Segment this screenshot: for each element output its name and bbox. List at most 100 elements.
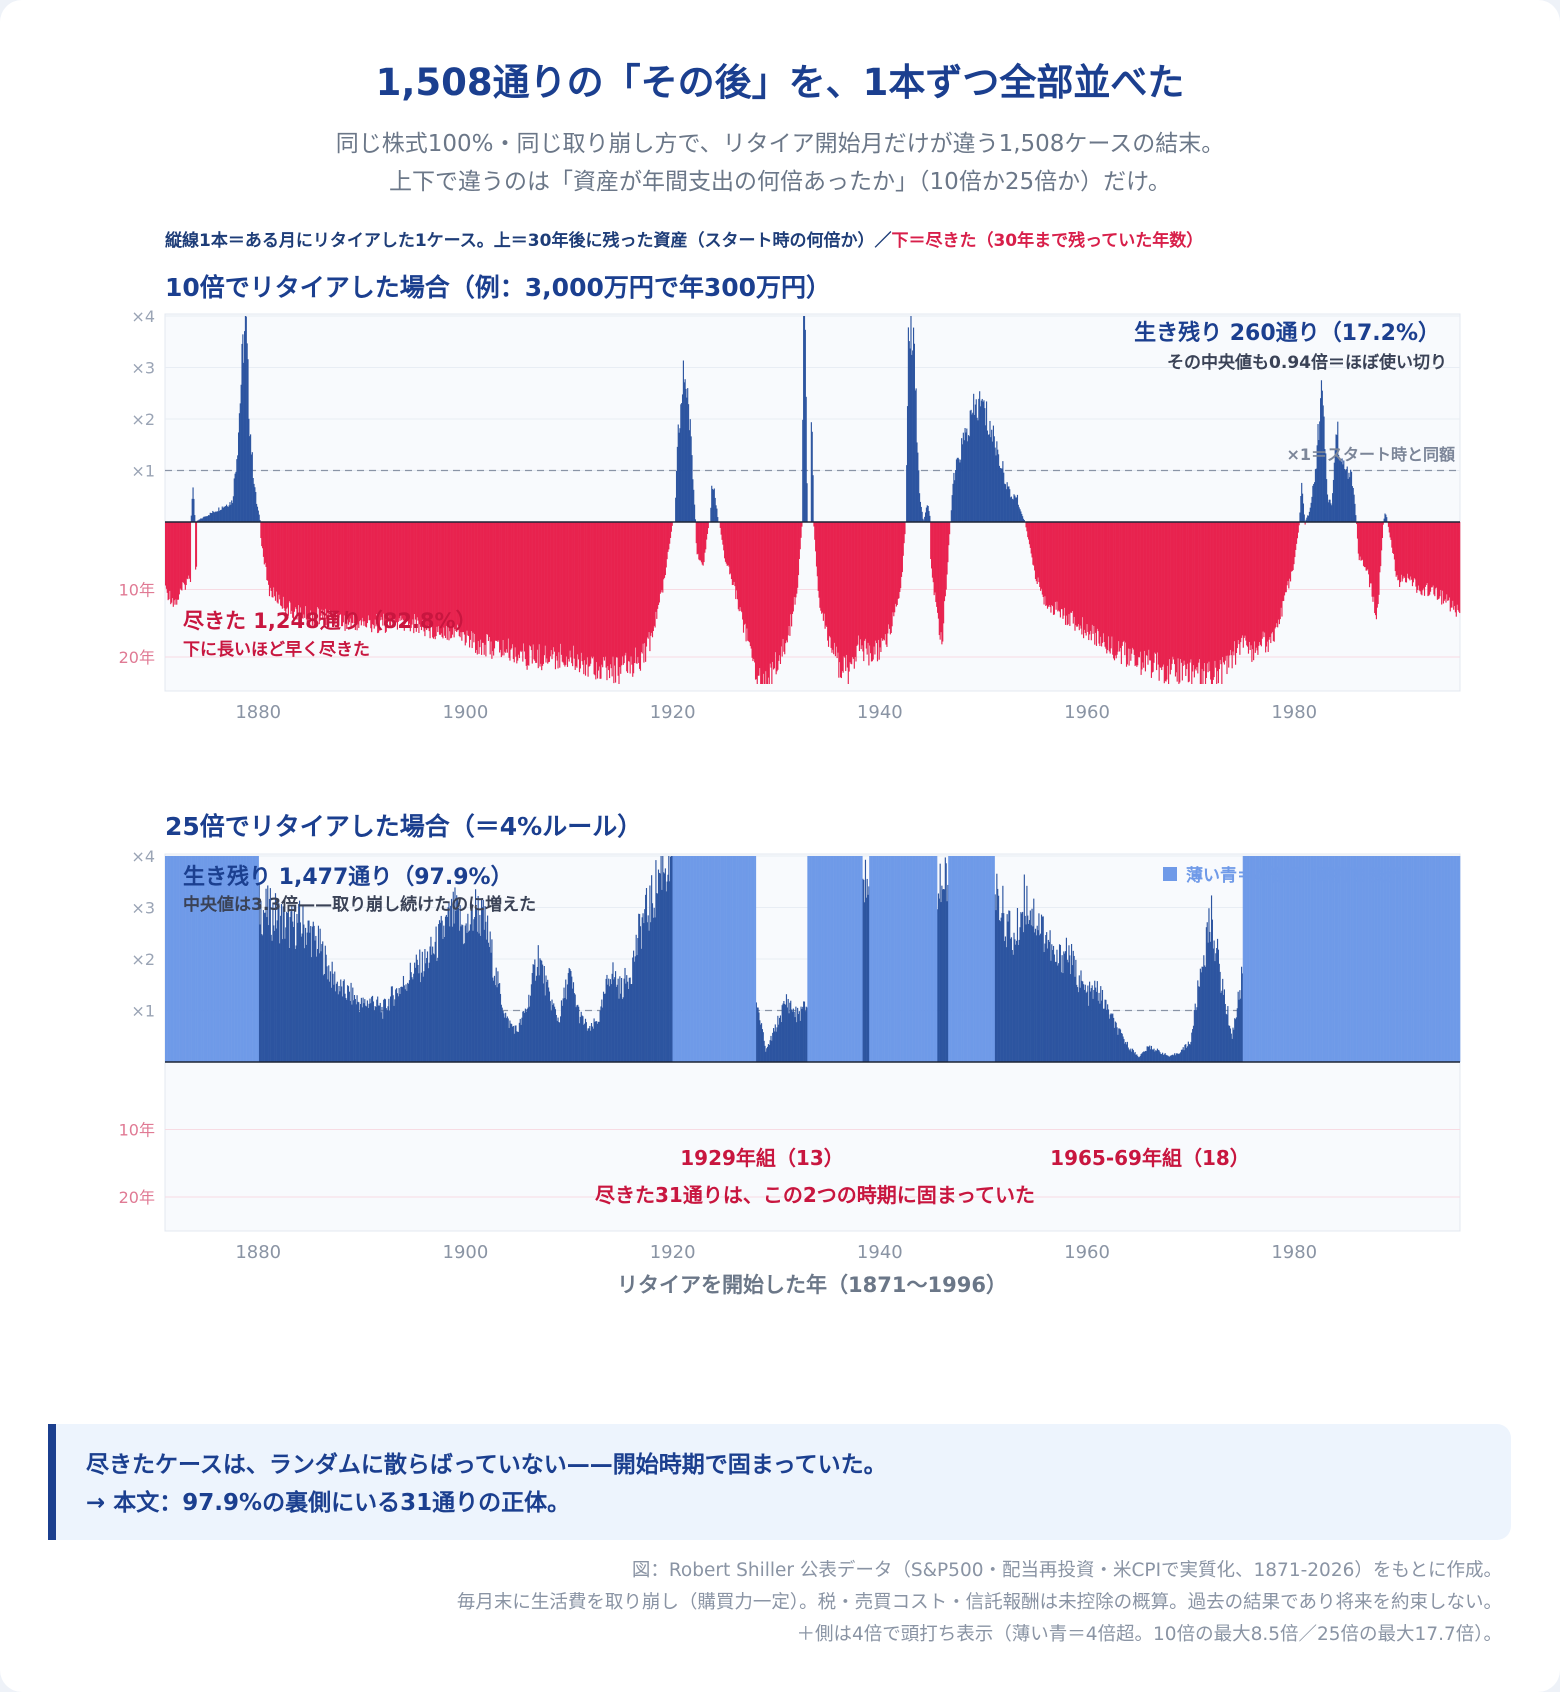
bar-survived [607,984,609,1062]
bar-depleted [656,522,658,619]
bar-survived [563,987,565,1062]
bar-survived [584,1018,587,1062]
bar-depleted [1274,522,1276,629]
bar-depleted [740,522,742,611]
bar-depleted [491,522,493,659]
bar-depleted [1173,522,1175,660]
bar-survived [366,1000,368,1062]
bar-depleted [661,522,663,591]
annotation-1965-69: 1965-69年組（18） [1050,1146,1250,1170]
bar-survived [633,950,635,1062]
bar-depleted [651,522,653,633]
bar-capped [835,856,837,1062]
bar-capped [851,856,853,1062]
bar-survived [625,983,627,1062]
bar-depleted [1262,522,1264,632]
bar-depleted [544,522,546,646]
bar-depleted [1424,522,1426,587]
bar-capped [1245,856,1247,1062]
bar-survived [1338,454,1340,522]
bar-depleted [1269,522,1271,638]
bar-survived [517,1031,519,1062]
bar-depleted [1388,522,1390,533]
bar-capped [1373,856,1375,1062]
bar-capped [738,856,740,1062]
bar-capped [225,856,227,1062]
bar-capped [1326,856,1329,1062]
bar-survived [458,930,460,1062]
bar-capped [906,856,908,1062]
bar-depleted [423,522,425,632]
bar-depleted [1387,522,1390,527]
bar-depleted [764,522,766,684]
bar-survived [969,410,971,522]
x-tick-label: 1880 [235,1242,281,1263]
bar-depleted [946,522,948,575]
bar-depleted [420,522,423,631]
bar-capped [249,856,251,1062]
bar-survived [689,419,691,522]
bar-depleted [378,522,380,631]
y-tick-label-lower: 20年 [119,648,155,667]
bar-depleted [1391,522,1393,548]
bar-capped [1318,856,1320,1062]
bar-depleted [428,522,430,632]
bar-depleted [1241,522,1243,638]
bar-survived [1162,1052,1164,1062]
bar-survived [615,986,618,1062]
bar-capped [679,856,681,1062]
bar-capped [1426,856,1428,1062]
bar-depleted [1411,522,1414,587]
bar-survived [652,917,654,1062]
bar-survived [1054,961,1056,1062]
bar-capped [177,856,180,1062]
x-tick-label: 1960 [1064,702,1110,723]
bar-depleted [318,522,320,625]
bar-depleted [502,522,504,640]
bar-survived [1083,989,1086,1062]
bar-depleted [353,522,355,615]
bar-survived [401,986,403,1062]
bar-depleted [272,522,274,598]
bar-survived [1223,989,1226,1062]
bar-survived [1138,1057,1140,1062]
bar-depleted [788,522,790,627]
bar-depleted [358,522,360,628]
bar-depleted [1136,522,1138,667]
bar-survived [982,401,984,522]
bar-survived [1010,937,1013,1062]
bar-depleted [639,522,642,671]
bar-depleted [440,522,442,634]
bar-depleted [1400,522,1402,575]
bar-capped [190,856,192,1062]
bar-capped [747,856,749,1062]
bar-capped [834,856,836,1062]
bar-depleted [877,522,879,640]
bar-survived [203,516,205,522]
bar-depleted [1116,522,1118,655]
bar-survived [497,971,499,1062]
bar-depleted [884,522,886,635]
bar-survived [1025,924,1027,1062]
bar-depleted [625,522,627,653]
bar-survived [1323,416,1325,522]
bar-depleted [355,522,357,622]
bar-survived [915,388,917,522]
bar-depleted [454,522,456,630]
bar-depleted [615,522,618,658]
bar-capped [831,856,833,1062]
bar-depleted [574,522,576,670]
bar-survived [263,912,265,1062]
bar-depleted [1161,522,1163,671]
bar-capped [1254,856,1256,1062]
bar-depleted [797,522,799,588]
bar-capped [952,856,954,1062]
bar-capped [188,856,190,1062]
bar-depleted [1087,522,1089,632]
bar-survived [1353,494,1355,522]
bar-survived [1204,965,1206,1062]
bar-survived [805,1006,807,1062]
bar-depleted [580,522,582,653]
bar-survived [1049,930,1051,1062]
bar-depleted [632,522,634,677]
